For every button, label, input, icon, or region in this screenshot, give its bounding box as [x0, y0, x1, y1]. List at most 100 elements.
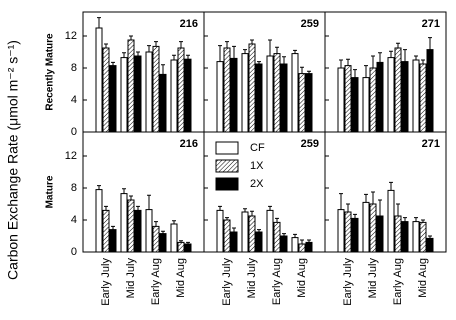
- bar: [394, 215, 402, 253]
- bar: [223, 219, 231, 253]
- bar: [134, 55, 142, 133]
- x-tick-label: Early July: [100, 258, 112, 306]
- bar: [223, 47, 231, 133]
- error-bar: [378, 199, 382, 216]
- row-label: Mature: [45, 175, 56, 208]
- y-tick-label: 0: [71, 126, 77, 138]
- bar: [248, 215, 256, 253]
- bar: [95, 27, 103, 133]
- error-bar: [389, 50, 393, 58]
- error-bar: [378, 52, 382, 63]
- legend-swatch: [215, 177, 239, 191]
- bar: [401, 221, 409, 253]
- bar: [394, 47, 402, 133]
- panel-label: 271: [422, 138, 440, 150]
- bar: [401, 61, 409, 133]
- bar: [412, 221, 420, 253]
- error-bar: [403, 217, 407, 222]
- bar: [337, 209, 345, 253]
- bar: [145, 209, 153, 253]
- bar: [255, 231, 263, 253]
- bar: [298, 243, 306, 253]
- bar: [305, 73, 313, 133]
- error-bar: [371, 191, 375, 204]
- y-tick-label: 4: [71, 214, 77, 226]
- bar: [280, 235, 288, 253]
- panel-label: 259: [301, 18, 319, 30]
- bar: [177, 47, 185, 133]
- bar: [426, 237, 434, 253]
- bar: [362, 201, 370, 253]
- bar: [248, 43, 256, 133]
- bar: [266, 55, 274, 133]
- panel-label: 216: [180, 138, 198, 150]
- error-bar: [232, 227, 236, 232]
- bar: [109, 65, 117, 133]
- bar: [266, 209, 274, 253]
- bar: [127, 199, 135, 253]
- bar: [145, 51, 153, 133]
- bar: [369, 203, 377, 253]
- bar: [230, 231, 238, 253]
- error-bar: [300, 239, 304, 244]
- bar: [387, 189, 395, 253]
- error-bar: [97, 17, 101, 28]
- error-bar: [364, 193, 368, 203]
- bar: [351, 217, 359, 253]
- error-bar: [218, 205, 222, 211]
- y-tick-label: 8: [71, 182, 77, 194]
- error-bar: [414, 217, 418, 222]
- bar: [387, 57, 395, 133]
- bar: [127, 39, 135, 133]
- x-tick-label: Mid July: [367, 258, 379, 299]
- error-bar: [346, 203, 350, 212]
- error-bar: [129, 195, 133, 200]
- x-tick-label: Mid Aug: [417, 258, 429, 298]
- error-bar: [147, 45, 151, 52]
- bar: [159, 233, 167, 253]
- y-tick-label: 12: [65, 150, 77, 162]
- error-bar: [104, 43, 108, 48]
- error-bar: [104, 205, 108, 211]
- error-bar: [396, 42, 400, 48]
- error-bar: [421, 59, 425, 64]
- error-bar: [293, 233, 297, 238]
- bar: [255, 63, 263, 133]
- error-bar: [179, 41, 183, 48]
- error-bar: [243, 49, 247, 54]
- bar: [291, 53, 299, 133]
- bar: [344, 65, 352, 133]
- bar: [419, 221, 427, 253]
- error-bar: [154, 221, 158, 227]
- panel-label: 259: [301, 138, 319, 150]
- error-bar: [243, 208, 247, 212]
- bar: [337, 67, 345, 133]
- bar: [412, 59, 420, 133]
- error-bar: [414, 55, 418, 60]
- bar: [95, 189, 103, 253]
- error-bar: [282, 56, 286, 64]
- error-bar: [225, 41, 229, 48]
- bar: [177, 241, 185, 253]
- y-axis-label: Carbon Exchange Rate (μmol m⁻² s⁻¹): [5, 40, 21, 280]
- bar: [152, 225, 160, 253]
- error-bar: [136, 51, 140, 56]
- error-bar: [396, 203, 400, 216]
- error-bar: [346, 58, 350, 66]
- error-bar: [300, 66, 304, 74]
- error-bar: [339, 59, 343, 68]
- bar: [369, 67, 377, 133]
- error-bar: [97, 185, 101, 190]
- legend-swatch: [215, 141, 239, 155]
- bar: [230, 57, 238, 133]
- error-bar: [129, 35, 133, 40]
- bar: [241, 211, 249, 253]
- bar: [134, 209, 142, 253]
- error-bar: [268, 205, 272, 211]
- legend-swatch: [215, 159, 239, 173]
- bar: [362, 77, 370, 133]
- bar: [109, 229, 117, 253]
- error-bar: [111, 61, 115, 66]
